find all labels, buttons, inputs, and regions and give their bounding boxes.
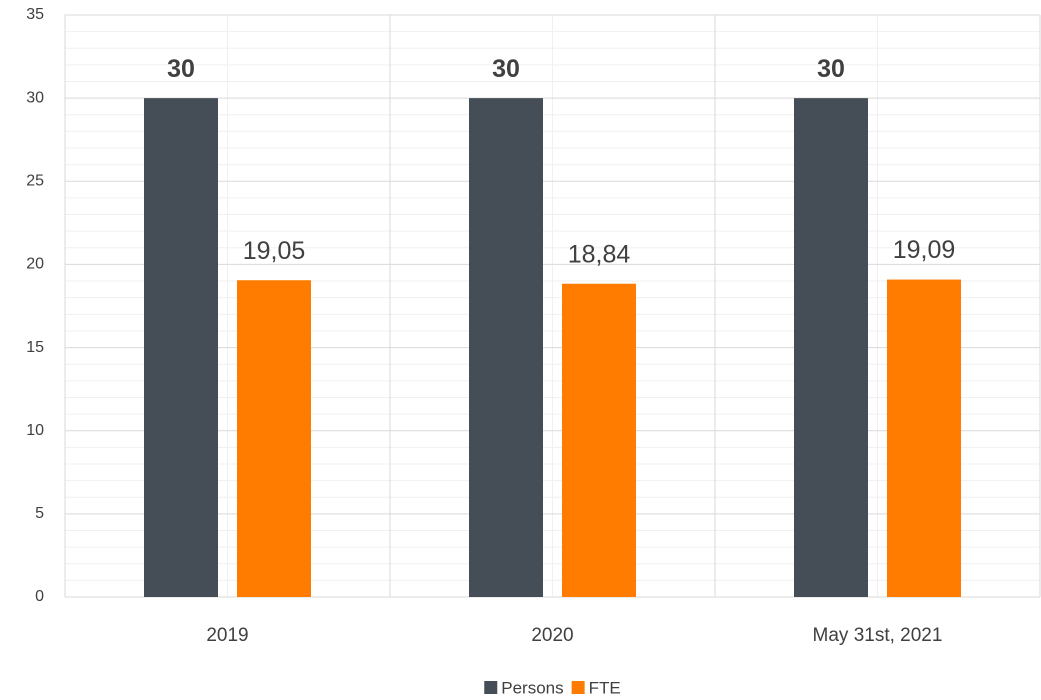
data-label: 19,05	[243, 237, 306, 265]
data-label: 30	[817, 55, 845, 83]
legend: Persons FTE	[484, 678, 621, 697]
y-tick-label: 25	[26, 173, 44, 190]
bar	[794, 98, 868, 598]
legend-label: FTE	[589, 678, 621, 697]
bar	[237, 280, 311, 597]
bar	[144, 98, 218, 598]
y-tick-label: 5	[35, 505, 44, 522]
bar	[469, 98, 543, 598]
x-tick-label: 2020	[531, 625, 573, 646]
y-tick-label: 35	[26, 6, 44, 23]
y-tick-label: 30	[26, 89, 44, 106]
y-tick-label: 15	[26, 339, 44, 356]
y-tick-label: 0	[35, 588, 44, 605]
data-label: 18,84	[568, 240, 631, 268]
legend-label: Persons	[501, 678, 563, 697]
bar	[887, 279, 961, 597]
y-tick-label: 10	[26, 422, 44, 439]
data-label: 19,09	[893, 236, 956, 264]
bar	[562, 283, 636, 597]
data-label: 30	[492, 55, 520, 83]
x-tick-label: 2019	[206, 625, 248, 646]
x-tick-label: May 31st, 2021	[813, 625, 943, 646]
legend-swatch	[484, 681, 498, 694]
y-tick-label: 20	[26, 256, 44, 273]
data-label: 30	[167, 55, 195, 83]
legend-swatch	[571, 681, 585, 694]
